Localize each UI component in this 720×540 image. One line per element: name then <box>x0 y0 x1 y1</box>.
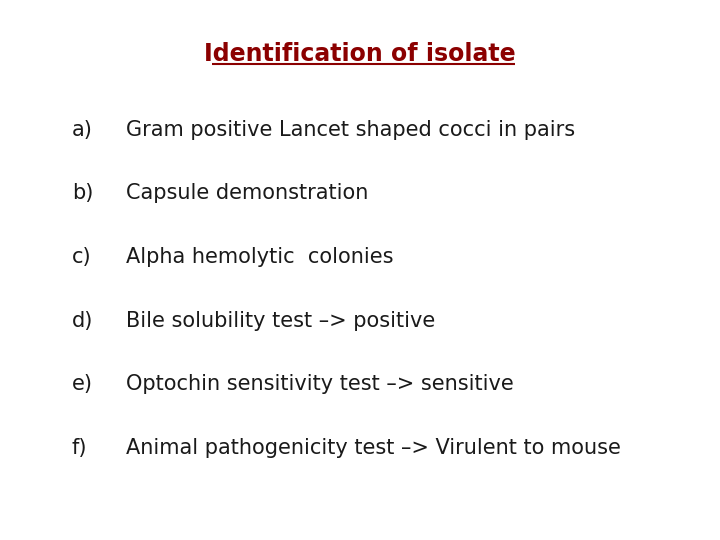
Text: Identification of isolate: Identification of isolate <box>204 42 516 66</box>
Text: d): d) <box>72 310 94 331</box>
Text: Optochin sensitivity test –> sensitive: Optochin sensitivity test –> sensitive <box>126 374 514 395</box>
Text: a): a) <box>72 119 93 140</box>
Text: f): f) <box>72 438 88 458</box>
Text: Gram positive Lancet shaped cocci in pairs: Gram positive Lancet shaped cocci in pai… <box>126 119 575 140</box>
Text: Bile solubility test –> positive: Bile solubility test –> positive <box>126 310 436 331</box>
Text: Alpha hemolytic  colonies: Alpha hemolytic colonies <box>126 247 394 267</box>
Text: Capsule demonstration: Capsule demonstration <box>126 183 369 204</box>
Text: b): b) <box>72 183 94 204</box>
Text: c): c) <box>72 247 91 267</box>
Text: e): e) <box>72 374 93 395</box>
Text: Animal pathogenicity test –> Virulent to mouse: Animal pathogenicity test –> Virulent to… <box>126 438 621 458</box>
